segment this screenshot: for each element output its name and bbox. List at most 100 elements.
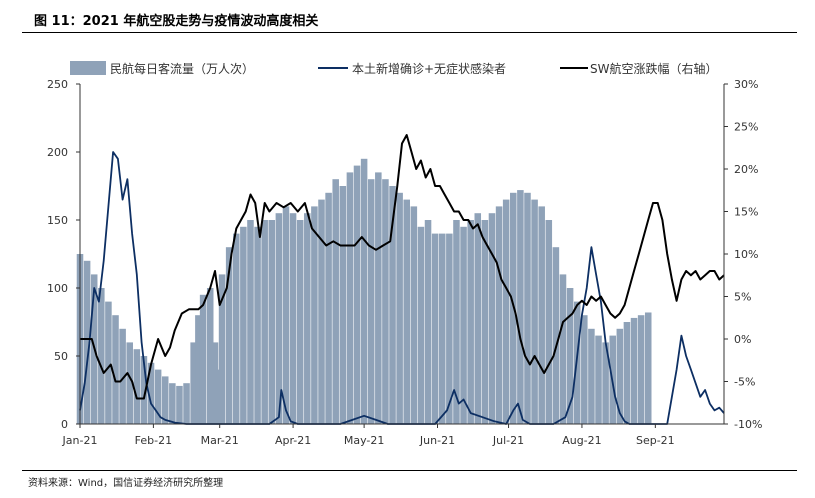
x-tick-label-5: Jun-21 — [419, 434, 455, 447]
right-tick-label-8: 30% — [734, 78, 758, 91]
passenger-bar-3 — [98, 288, 105, 424]
legend-label-sw: SW航空涨跌幅（右轴） — [590, 61, 717, 76]
right-tick-label-5: 15% — [734, 206, 758, 219]
passenger-bar-52 — [431, 233, 439, 424]
passenger-bar-11 — [154, 369, 162, 424]
chart-legend: 民航每日客流量（万人次） 本土新增确诊+无症状感染者 SW航空涨跌幅（右轴） — [70, 61, 717, 76]
passenger-bar-62 — [502, 199, 510, 424]
passenger-bar-19 — [206, 288, 214, 424]
passenger-bars — [76, 158, 652, 425]
passenger-bar-32 — [289, 213, 297, 424]
passenger-bar-30 — [275, 213, 283, 424]
passenger-bar-37 — [325, 192, 332, 424]
right-tick-label-7: 25% — [734, 121, 758, 134]
passenger-bar-73 — [581, 315, 588, 424]
x-tick-label-2: Mar-21 — [201, 434, 239, 447]
right-tick-label-6: 20% — [734, 163, 758, 176]
left-tick-label-3: 150 — [47, 214, 68, 227]
passenger-bar-75 — [595, 335, 602, 424]
passenger-bar-4 — [105, 301, 112, 424]
passenger-bar-27 — [254, 226, 261, 424]
passenger-bar-29 — [268, 220, 276, 424]
passenger-bar-49 — [410, 206, 418, 424]
passenger-bar-71 — [566, 288, 574, 424]
sw-airline-line — [80, 134, 725, 400]
passenger-bar-47 — [396, 192, 403, 424]
x-tick-label-3: Apr-21 — [275, 434, 311, 447]
passenger-bar-8 — [133, 349, 141, 424]
passenger-bar-64 — [517, 190, 524, 424]
passenger-bar-44 — [375, 172, 382, 424]
passenger-bar-18 — [199, 294, 207, 424]
passenger-bar-46 — [389, 186, 396, 424]
passenger-bar-54 — [446, 233, 453, 424]
passenger-bar-28 — [261, 220, 268, 424]
passenger-bar-1 — [83, 260, 91, 424]
passenger-bar-23 — [225, 247, 233, 424]
passenger-bar-59 — [481, 220, 489, 424]
passenger-bar-76 — [602, 342, 609, 424]
passenger-bar-36 — [318, 199, 325, 424]
source-note: 资料来源：Wind，国信证券经济研究所整理 — [28, 478, 224, 489]
passenger-bar-10 — [147, 362, 155, 424]
passenger-bar-56 — [460, 226, 467, 424]
passenger-bar-65 — [524, 192, 531, 424]
passenger-bar-58 — [474, 213, 482, 424]
passenger-bar-81 — [637, 315, 645, 424]
passenger-bar-38 — [332, 179, 339, 424]
left-tick-label-4: 200 — [47, 146, 68, 159]
right-tick-label-4: 10% — [734, 248, 758, 261]
legend-label-cases: 本土新增确诊+无症状感染者 — [352, 61, 506, 76]
left-tick-label-0: 0 — [61, 418, 68, 431]
passenger-bar-48 — [403, 199, 411, 424]
passenger-bar-55 — [453, 220, 460, 424]
passenger-bar-39 — [339, 186, 347, 424]
x-tick-label-8: Sep-21 — [636, 434, 675, 447]
passenger-bar-16 — [190, 342, 197, 424]
passenger-bar-74 — [588, 328, 595, 424]
passenger-bar-68 — [545, 220, 553, 424]
passenger-bar-78 — [616, 328, 624, 424]
passenger-bar-7 — [126, 342, 133, 424]
passenger-bar-25 — [240, 226, 247, 424]
passenger-bar-66 — [531, 199, 538, 424]
passenger-bar-53 — [438, 233, 446, 424]
chart-axes: 0 50 100 150 200 250 -10% -5% 0% 5% 10% 15% 20% 25% 30… — [47, 78, 762, 447]
passenger-bar-70 — [559, 274, 567, 424]
passenger-bar-35 — [311, 206, 318, 424]
passenger-bar-60 — [488, 213, 496, 424]
passenger-bar-69 — [552, 247, 560, 424]
right-tick-label-3: 5% — [734, 291, 751, 304]
source-divider — [22, 470, 797, 471]
passenger-bar-50 — [417, 226, 425, 424]
legend-swatch-passengers — [70, 61, 106, 75]
passenger-bar-45 — [382, 179, 389, 424]
passenger-bar-21 — [214, 369, 221, 424]
passenger-bar-82 — [644, 312, 652, 424]
passenger-bar-57 — [467, 220, 474, 424]
x-tick-label-4: May-21 — [344, 434, 385, 447]
passenger-bar-22 — [218, 274, 226, 424]
passenger-bar-13 — [169, 383, 176, 424]
passenger-bar-14 — [176, 385, 183, 424]
passenger-bar-17 — [195, 315, 202, 424]
left-tick-label-2: 100 — [47, 282, 68, 295]
left-tick-label-5: 250 — [47, 78, 68, 91]
passenger-bar-79 — [623, 322, 631, 424]
x-tick-label-0: Jan-21 — [62, 434, 98, 447]
passenger-bar-31 — [282, 206, 290, 424]
passenger-bar-26 — [247, 220, 254, 424]
right-tick-label-0: -10% — [734, 418, 762, 431]
passenger-bar-24 — [232, 233, 240, 424]
passenger-bar-33 — [296, 220, 304, 424]
passenger-bar-9 — [140, 356, 148, 424]
passenger-bar-34 — [304, 213, 311, 424]
combo-chart: 民航每日客流量（万人次） 本土新增确诊+无症状感染者 SW航空涨跌幅（右轴） 0 50… — [47, 61, 762, 447]
passenger-bar-42 — [360, 158, 368, 425]
x-tick-label-7: Aug-21 — [562, 434, 601, 447]
passenger-bar-51 — [424, 220, 432, 424]
figure-title: 图 11：2021 年航空股走势与疫情波动高度相关 — [34, 14, 319, 29]
passenger-bar-40 — [346, 172, 354, 424]
passenger-bar-15 — [183, 383, 190, 424]
passenger-bar-5 — [112, 315, 119, 424]
